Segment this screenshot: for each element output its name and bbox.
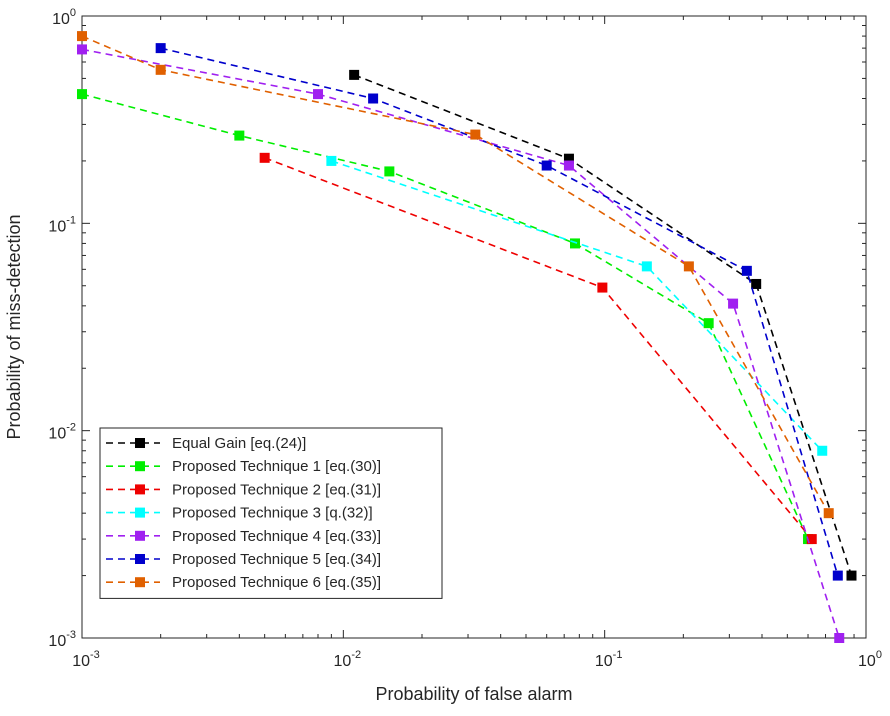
data-point: [823, 508, 834, 519]
legend-label: Proposed Technique 3 [q.(32)]: [172, 505, 373, 522]
data-point: [384, 166, 395, 177]
data-point: [597, 282, 608, 293]
data-point: [728, 298, 739, 309]
legend-label: Equal Gain [eq.(24)]: [172, 435, 306, 452]
data-point: [259, 152, 270, 163]
series-4: [326, 155, 828, 456]
series-line: [160, 47, 839, 576]
legend-item: Equal Gain [eq.(24)]: [106, 435, 306, 452]
legend-swatch-marker: [135, 530, 145, 541]
series-3: [259, 152, 817, 545]
legend-item: Proposed Technique 6 [eq.(35)]: [106, 574, 381, 591]
data-point: [570, 238, 581, 249]
data-point: [751, 278, 762, 289]
legend-swatch-marker: [135, 507, 145, 518]
data-point: [77, 89, 87, 100]
x-axis-title: Probability of false alarm: [375, 684, 572, 704]
legend: Equal Gain [eq.(24)] Proposed Technique 1…: [99, 427, 443, 599]
data-point: [741, 265, 752, 276]
y-tick-label: 10-3: [48, 629, 76, 650]
legend-item: Proposed Technique 1 [eq.(30)]: [106, 458, 381, 475]
x-tick-label: 10-1: [595, 649, 623, 670]
x-tick-label: 100: [858, 649, 882, 670]
legend-label: Proposed Technique 4 [eq.(33)]: [172, 528, 381, 545]
data-point: [313, 89, 324, 100]
data-point: [155, 43, 166, 54]
data-point: [77, 44, 87, 55]
x-tick-label: 10-3: [72, 649, 100, 670]
legend-item: Proposed Technique 5 [eq.(34)]: [106, 551, 381, 568]
data-point: [563, 160, 574, 171]
series-line: [331, 160, 823, 452]
data-point: [349, 69, 360, 80]
y-axis-title: Probability of miss-detection: [4, 214, 24, 439]
data-point: [832, 570, 843, 581]
y-tick-label: 10-2: [48, 422, 76, 443]
series-line: [81, 48, 840, 639]
data-point: [155, 64, 166, 75]
legend-swatch-marker: [135, 484, 145, 495]
series-line: [81, 93, 809, 540]
series-layer: [77, 31, 857, 643]
x-axis-ticks: 10-3 10-2 10-1 100: [72, 16, 882, 670]
data-point: [470, 129, 481, 140]
legend-label: Proposed Technique 1 [eq.(30)]: [172, 458, 381, 475]
data-point: [326, 155, 337, 166]
legend-item: Proposed Technique 4 [eq.(33)]: [106, 528, 381, 545]
y-tick-label: 100: [52, 7, 76, 28]
legend-swatch-marker: [135, 554, 145, 564]
y-tick-label: 10-1: [48, 214, 76, 235]
legend-item: Proposed Technique 2 [eq.(31)]: [106, 481, 381, 498]
series-5: [77, 44, 845, 643]
data-point: [683, 261, 694, 272]
data-point: [806, 534, 817, 545]
series-6: [155, 43, 843, 581]
legend-swatch-marker: [135, 438, 145, 448]
data-point: [641, 261, 652, 272]
data-point: [234, 130, 245, 141]
legend-label: Proposed Technique 2 [eq.(31)]: [172, 481, 381, 498]
series-7: [77, 31, 834, 519]
legend-item: Proposed Technique 3 [q.(32)]: [106, 505, 373, 522]
x-tick-label: 10-2: [334, 649, 362, 670]
legend-label: Proposed Technique 6 [eq.(35)]: [172, 574, 381, 591]
legend-label: Proposed Technique 5 [eq.(34)]: [172, 551, 381, 568]
data-point: [817, 445, 828, 456]
data-point: [846, 570, 857, 581]
data-point: [77, 31, 87, 42]
data-point: [703, 318, 714, 329]
data-point: [368, 93, 379, 104]
data-point: [541, 160, 552, 171]
legend-swatch-marker: [135, 461, 145, 472]
legend-swatch-marker: [135, 577, 145, 588]
series-1: [349, 69, 857, 581]
data-point: [834, 633, 845, 643]
data-point: [563, 153, 574, 164]
